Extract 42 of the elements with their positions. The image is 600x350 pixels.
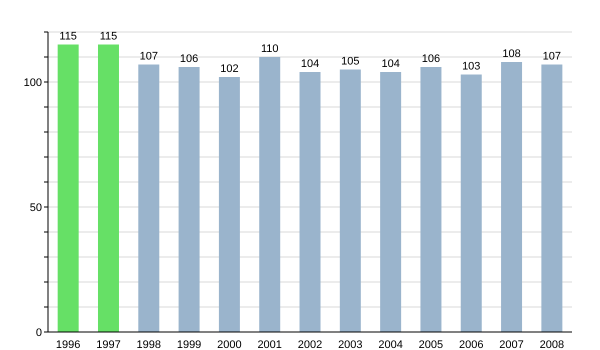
bar	[460, 74, 482, 332]
x-tick-label: 2005	[418, 338, 444, 350]
x-tick-label: 1999	[176, 338, 202, 350]
x-tick-label: 1998	[136, 338, 162, 350]
data-label: 115	[59, 30, 77, 42]
data-label: 107	[542, 50, 562, 62]
x-tick-label: 2002	[298, 338, 322, 350]
data-label: 104	[381, 58, 400, 70]
data-label: 103	[462, 60, 480, 72]
x-tick-label: 2004	[378, 338, 403, 350]
x-tick-label: 2008	[540, 338, 564, 350]
bar	[138, 64, 160, 332]
x-tick-label: 2000	[217, 338, 242, 350]
data-label: 110	[260, 43, 278, 55]
data-label: 115	[100, 30, 118, 42]
bar	[340, 70, 361, 332]
bar	[541, 64, 562, 332]
y-tick-label: 50	[30, 202, 42, 214]
x-tick-label: 2003	[338, 338, 363, 350]
bar	[300, 72, 321, 332]
bar	[420, 67, 442, 332]
x-tick-label: 2007	[499, 338, 524, 350]
bar	[58, 44, 79, 332]
data-label: 106	[180, 53, 198, 65]
x-tick-label: 1997	[96, 338, 121, 350]
data-label: 106	[422, 53, 440, 65]
bar	[259, 57, 280, 332]
x-tick-label: 2006	[458, 338, 484, 350]
data-label: 107	[140, 50, 158, 62]
bar	[98, 44, 119, 332]
data-label: 105	[341, 56, 360, 68]
data-label: 108	[502, 48, 521, 60]
bar	[218, 77, 240, 332]
data-label: 104	[300, 58, 320, 70]
bar	[501, 62, 522, 332]
x-tick-label: 2001	[257, 338, 282, 350]
y-tick-label: 100	[24, 76, 42, 89]
bar	[178, 67, 200, 332]
y-tick-label: 0	[36, 326, 42, 339]
x-tick-label: 1996	[56, 338, 80, 350]
bar	[380, 72, 402, 332]
data-label: 102	[220, 63, 239, 75]
